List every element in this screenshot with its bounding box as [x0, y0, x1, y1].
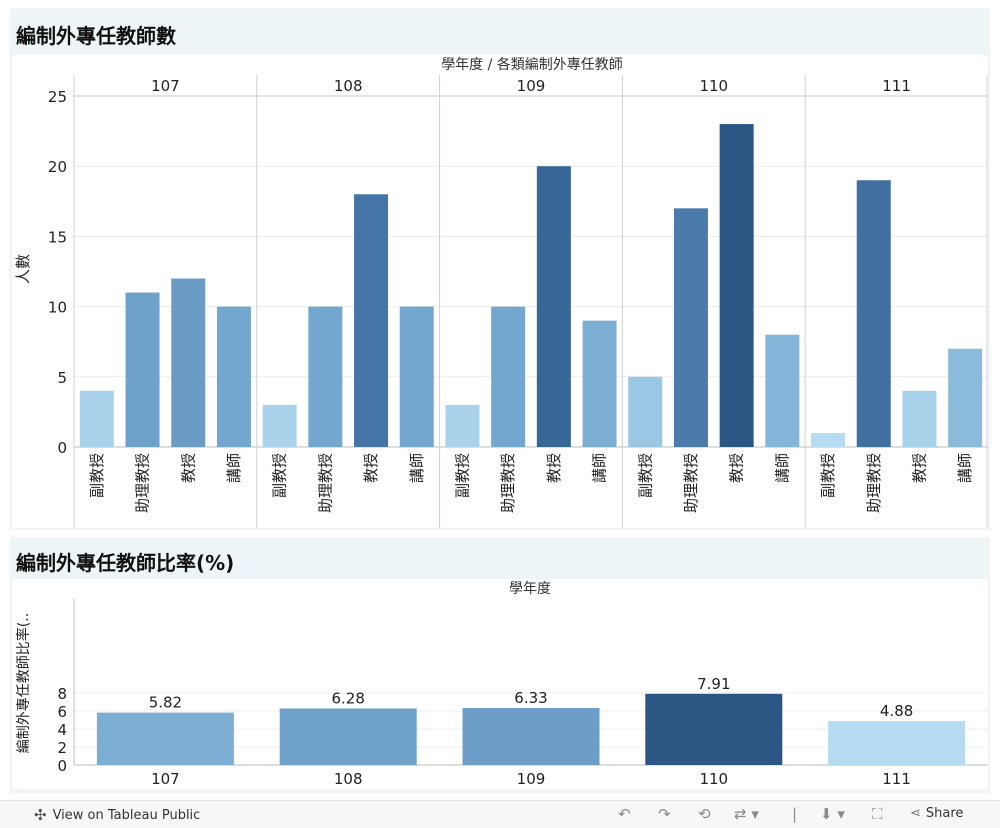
bar-108-講師: [399, 306, 434, 447]
bar-107-副教授: [79, 390, 114, 447]
bar-108: [279, 708, 417, 765]
bar-107-助理教授: [125, 292, 160, 447]
y-tick-label: 0: [57, 439, 67, 457]
ratio-panel-title: 編制外專任教師比率(%): [16, 551, 235, 575]
data-label-111: 4.88: [880, 702, 913, 720]
share-icon: ⋖: [910, 806, 921, 821]
y-tick-label: 0: [57, 757, 67, 775]
x-tick-label: 副教授: [88, 453, 106, 498]
share-label: Share: [925, 806, 964, 821]
column-header-title: 學年度: [509, 581, 551, 597]
tableau-toolbar: ✣ View on Tableau Public ↶ ↷ ⟲ ⇄ ▾ | ⬇ ▾…: [0, 800, 1000, 828]
y-tick-label: 15: [48, 228, 67, 246]
bar-109-教授: [536, 166, 571, 447]
y-tick-label: 20: [48, 158, 67, 176]
y-axis-title: 人數: [14, 254, 32, 284]
group-header-109: 109: [517, 77, 546, 95]
refresh-icon[interactable]: ⇄ ▾: [734, 805, 759, 823]
bar-108-助理教授: [308, 306, 343, 447]
data-label-109: 6.33: [514, 689, 547, 707]
y-tick-label: 10: [48, 299, 67, 317]
view-on-tableau-link[interactable]: ✣ View on Tableau Public: [34, 806, 200, 824]
x-tick-label-110: 110: [699, 770, 728, 788]
bar-109-助理教授: [491, 306, 526, 447]
group-header-107: 107: [151, 77, 180, 95]
x-tick-label: 教授: [179, 453, 197, 483]
x-tick-label: 講師: [225, 453, 243, 483]
tableau-logo-icon: ✣: [34, 806, 47, 824]
bar-111-助理教授: [856, 180, 891, 447]
x-tick-label: 講師: [956, 453, 974, 483]
x-tick-label: 教授: [910, 453, 928, 483]
bar-111-教授: [902, 390, 937, 447]
bar-111-講師: [948, 348, 983, 447]
x-tick-label: 副教授: [271, 453, 289, 498]
data-label-108: 6.28: [331, 689, 364, 707]
column-header-title: 學年度 / 各類編制外專任教師: [441, 57, 623, 73]
x-tick-label-107: 107: [151, 770, 180, 788]
x-tick-label: 教授: [728, 453, 746, 483]
x-tick-label-111: 111: [882, 770, 911, 788]
x-tick-label: 講師: [773, 453, 791, 483]
count-panel: 編制外專任教師數 學年度 / 各類編制外專任教師 0 5 10 15 20 25 107 108…: [10, 8, 990, 530]
count-chart-area: 學年度 / 各類編制外專任教師 0 5 10 15 20 25 107 108 109 110 111…: [12, 55, 988, 528]
x-tick-label: 助理教授: [499, 453, 517, 513]
bar-109-講師: [582, 320, 617, 447]
x-tick-label: 副教授: [819, 453, 837, 498]
x-tick-label: 助理教授: [316, 453, 334, 513]
ratio-chart-area: 學年度 0 2 4 6 8 5.82 107 6.28 108 6.33 109 7.91 110 4.88…: [12, 579, 988, 789]
group-header-110: 110: [699, 77, 728, 95]
x-tick-label: 教授: [545, 453, 563, 483]
undo-icon[interactable]: ↶: [618, 805, 631, 823]
bar-108-副教授: [262, 404, 297, 447]
y-axis-title: 編制外專任教師比率(..: [15, 613, 32, 753]
x-tick-label: 教授: [362, 453, 380, 483]
x-tick-label: 講師: [408, 453, 426, 483]
x-tick-label-108: 108: [334, 770, 363, 788]
group-header-111: 111: [882, 77, 911, 95]
share-button[interactable]: ⋖ Share: [910, 806, 963, 821]
bar-107-教授: [171, 278, 206, 447]
group-header-108: 108: [334, 77, 363, 95]
x-tick-label: 副教授: [636, 453, 654, 498]
view-on-tableau-label: View on Tableau Public: [52, 807, 201, 823]
x-tick-label: 助理教授: [682, 453, 700, 513]
y-tick-label: 25: [48, 88, 67, 106]
bar-110: [645, 693, 783, 765]
bar-107-講師: [216, 306, 251, 447]
revert-icon[interactable]: ⟲: [698, 805, 711, 823]
bar-110-講師: [765, 334, 800, 447]
bar-110-教授: [719, 124, 754, 447]
bar-108-教授: [354, 194, 389, 447]
count-panel-title: 編制外專任教師數: [16, 24, 176, 48]
data-label-110: 7.91: [697, 675, 730, 693]
pause-icon: |: [792, 805, 798, 823]
download-icon[interactable]: ⬇ ▾: [820, 805, 845, 823]
bar-111: [828, 721, 966, 765]
redo-icon[interactable]: ↷: [658, 805, 671, 823]
y-tick-label: 6: [57, 703, 67, 721]
bar-110-副教授: [628, 376, 663, 447]
data-label-107: 5.82: [149, 694, 182, 712]
bar-109-副教授: [445, 404, 480, 447]
bar-109: [462, 708, 600, 765]
bar-110-助理教授: [673, 208, 708, 447]
y-tick-label: 8: [57, 685, 67, 703]
x-tick-label: 助理教授: [865, 453, 883, 513]
ratio-panel: 編制外專任教師比率(%) 學年度 0 2 4 6 8 5.82 107 6.28 108 6.33 1…: [10, 537, 990, 793]
x-tick-label-109: 109: [517, 770, 546, 788]
x-tick-label: 副教授: [453, 453, 471, 498]
x-tick-label: 助理教授: [134, 453, 152, 513]
y-tick-label: 2: [57, 739, 67, 757]
fullscreen-icon[interactable]: ⛶: [872, 805, 883, 823]
x-tick-label: 講師: [591, 453, 609, 483]
y-tick-label: 4: [57, 721, 67, 739]
bar-111-副教授: [811, 432, 846, 447]
y-tick-label: 5: [57, 369, 67, 387]
count-bar-chart[interactable]: 學年度 / 各類編制外專任教師 0 5 10 15 20 25 107 108 109 110 111…: [12, 55, 988, 528]
bar-107: [96, 712, 234, 765]
